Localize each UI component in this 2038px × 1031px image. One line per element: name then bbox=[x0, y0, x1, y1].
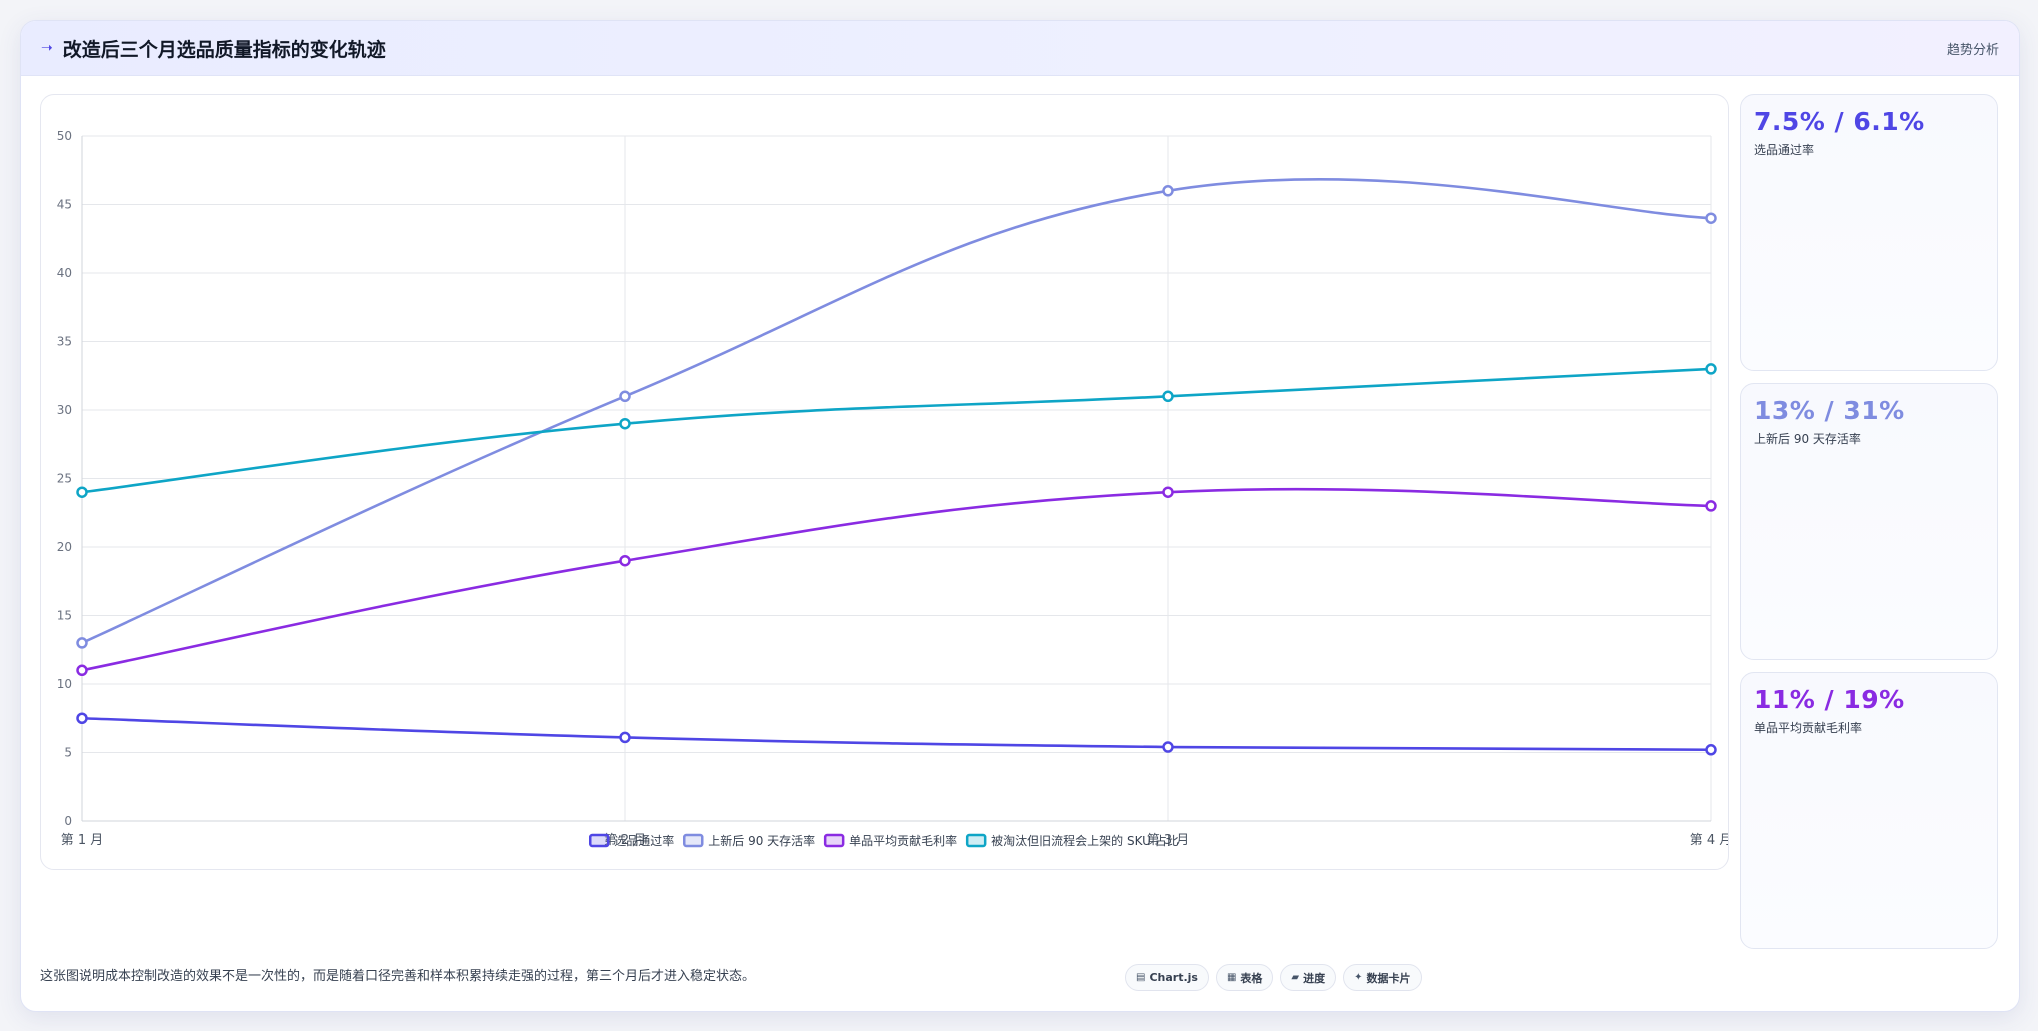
kpi-card-selection-rate: 7.5% / 6.1% 选品通过率 bbox=[1740, 94, 1998, 371]
series-line-0 bbox=[80, 716, 1713, 752]
view-toggle-group: ▤ Chart.js ▦ 表格 ▰ 进度 ✦ 数据卡片 bbox=[1125, 964, 1422, 991]
card-header: ➝ 改造后三个月选品质量指标的变化轨迹 趋势分析 bbox=[21, 21, 2019, 76]
y-tick-label: 50 bbox=[57, 129, 72, 143]
trend-icon: ➝ bbox=[41, 40, 53, 56]
page-title: ➝ 改造后三个月选品质量指标的变化轨迹 bbox=[41, 35, 386, 62]
y-tick-label: 15 bbox=[57, 609, 72, 623]
data-point bbox=[76, 637, 88, 649]
x-tick-label: 第 3 月 bbox=[1147, 833, 1190, 848]
series-line-2 bbox=[80, 487, 1713, 672]
y-tick-label: 40 bbox=[57, 266, 72, 280]
table-icon: ▦ bbox=[1226, 972, 1237, 983]
y-tick-label: 0 bbox=[64, 814, 72, 828]
kpi-card-survival-rate: 13% / 31% 上新后 90 天存活率 bbox=[1740, 383, 1998, 660]
y-tick-label: 35 bbox=[57, 335, 72, 349]
legend-label: 上新后 90 天存活率 bbox=[708, 833, 815, 848]
data-point bbox=[619, 731, 631, 744]
series-line-3 bbox=[80, 367, 1713, 494]
sparkle-icon: ✦ bbox=[1354, 972, 1363, 983]
legend-label: 选品通过率 bbox=[614, 833, 674, 848]
line-chart: 0 5 10 15 20 25 30 35 40 45 50 第 1 月 第 2 月 第 3 月 第 4 月… bbox=[57, 129, 1728, 848]
chart-panel: 0 5 10 15 20 25 30 35 40 45 50 第 1 月 第 2 月 第 3 月 第 4 月… bbox=[40, 94, 1729, 870]
button-label: Chart.js bbox=[1149, 971, 1198, 984]
data-point bbox=[76, 712, 88, 724]
data-point bbox=[1162, 390, 1174, 403]
legend-label: 单品平均贡献毛利率 bbox=[849, 833, 957, 848]
y-tick-label: 20 bbox=[57, 540, 72, 554]
data-point bbox=[1705, 363, 1717, 375]
header-tag: 趋势分析 bbox=[1946, 42, 1999, 58]
data-point bbox=[76, 486, 88, 498]
legend-label: 被淘汰但旧流程会上架的 SKU 占比 bbox=[991, 833, 1179, 848]
data-point bbox=[619, 417, 631, 430]
x-tick-label: 第 2 月 bbox=[604, 833, 647, 848]
progress-button[interactable]: ▰ 进度 bbox=[1280, 964, 1337, 991]
kpi-value: 7.5% / 6.1% bbox=[1754, 107, 1925, 136]
x-tick-label: 第 4 月 bbox=[1690, 833, 1728, 848]
data-point bbox=[1162, 741, 1174, 753]
data-point bbox=[1705, 744, 1717, 756]
y-tick-label: 45 bbox=[57, 198, 72, 212]
data-point bbox=[1162, 486, 1174, 498]
chartjs-button[interactable]: ▤ Chart.js bbox=[1125, 964, 1209, 991]
legend-swatch bbox=[823, 833, 845, 848]
footer-note: 这张图说明成本控制改造的效果不是一次性的，而是随着口径完善和样本积累持续走强的过… bbox=[40, 969, 756, 984]
data-point bbox=[1162, 185, 1174, 197]
kpi-value: 11% / 19% bbox=[1754, 685, 1905, 714]
button-label: 进度 bbox=[1303, 971, 1326, 985]
data-point bbox=[619, 390, 631, 403]
legend-swatch bbox=[588, 833, 610, 848]
data-point bbox=[1705, 212, 1717, 224]
chart-card: ➝ 改造后三个月选品质量指标的变化轨迹 趋势分析 0 5 10 15 20 25 30 35 4… bbox=[20, 20, 2020, 1012]
button-label: 数据卡片 bbox=[1366, 971, 1411, 985]
y-tick-label: 10 bbox=[57, 677, 72, 691]
chart-icon: ▤ bbox=[1136, 972, 1146, 983]
legend-swatch bbox=[965, 833, 987, 848]
y-tick-label: 25 bbox=[57, 472, 72, 486]
x-tick-label: 第 1 月 bbox=[61, 833, 104, 848]
kpi-label: 上新后 90 天存活率 bbox=[1754, 432, 1861, 446]
kpi-value: 13% / 31% bbox=[1754, 396, 1905, 425]
data-point bbox=[76, 664, 88, 677]
data-point bbox=[1705, 500, 1717, 512]
button-label: 表格 bbox=[1240, 971, 1263, 985]
kpi-card-margin-rate: 11% / 19% 单品平均贡献毛利率 bbox=[1740, 672, 1998, 949]
title-text: 改造后三个月选品质量指标的变化轨迹 bbox=[62, 38, 386, 61]
series-line-1 bbox=[80, 177, 1713, 645]
legend-swatch bbox=[683, 833, 704, 848]
data-card-button[interactable]: ✦ 数据卡片 bbox=[1343, 964, 1422, 991]
table-button[interactable]: ▦ 表格 bbox=[1215, 964, 1274, 991]
y-tick-label: 30 bbox=[57, 403, 72, 417]
y-tick-label: 5 bbox=[64, 746, 72, 760]
data-point bbox=[619, 554, 631, 567]
kpi-label: 选品通过率 bbox=[1754, 143, 1815, 157]
progress-icon: ▰ bbox=[1291, 972, 1300, 983]
kpi-label: 单品平均贡献毛利率 bbox=[1754, 721, 1863, 735]
